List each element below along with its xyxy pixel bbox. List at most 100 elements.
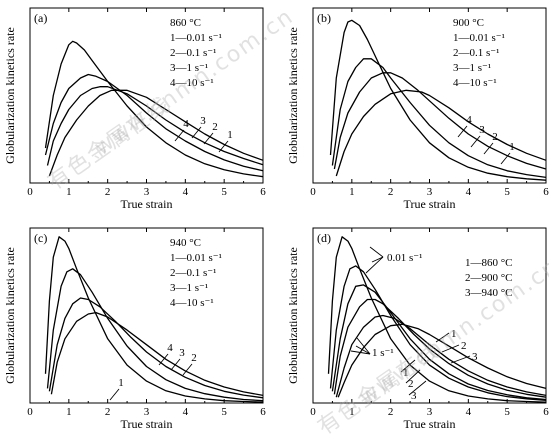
annotation-leader xyxy=(350,350,371,355)
x-tick-label: 0 xyxy=(310,406,316,418)
x-tick-label: 4 xyxy=(466,406,472,418)
series-label: 2 xyxy=(191,352,197,364)
legend-entry: 3—1 s⁻¹ xyxy=(170,62,208,74)
legend-entry: 4—10 s⁻¹ xyxy=(170,77,214,89)
annotation-leader xyxy=(435,332,450,343)
annotation-leader xyxy=(450,355,471,364)
series-label-leader xyxy=(170,358,181,371)
x-axis-label: True strain xyxy=(121,197,173,211)
x-tick-label: 4 xyxy=(183,406,189,418)
series-label: 3 xyxy=(179,347,185,359)
series-label: 4 xyxy=(167,342,173,354)
series-label: 1 xyxy=(509,141,515,153)
series-line xyxy=(46,86,264,166)
x-tick-label: 6 xyxy=(543,406,549,418)
series-line xyxy=(331,58,547,179)
x-tick-label: 5 xyxy=(504,406,510,418)
legend-entry: 2—0.1 s⁻¹ xyxy=(170,267,216,279)
series-line xyxy=(50,311,264,397)
series-label: 2 xyxy=(212,121,218,133)
series-label: 1 xyxy=(227,129,233,141)
x-axis-label: True strain xyxy=(404,197,456,211)
series-label-leader xyxy=(191,126,202,139)
annotation-leader xyxy=(371,256,384,263)
annotation-leader xyxy=(408,380,427,396)
series-line xyxy=(327,236,547,403)
series-line xyxy=(337,323,547,398)
annotation-label: 1 s⁻¹ xyxy=(372,347,394,359)
y-axis-label: Globularization kinetics rate xyxy=(286,247,300,384)
annotation-leader xyxy=(355,345,371,355)
plot-frame xyxy=(29,227,264,404)
x-tick-label: 3 xyxy=(427,406,433,418)
series-line xyxy=(333,298,547,398)
panel-label: (d) xyxy=(317,231,331,245)
annotation-label: 3 xyxy=(411,390,417,402)
legend-entry: 2—0.1 s⁻¹ xyxy=(453,47,499,59)
series-line xyxy=(329,19,547,181)
x-tick-label: 6 xyxy=(260,406,266,418)
annotation-leader xyxy=(441,344,460,353)
series-line xyxy=(335,89,547,177)
annotation-label: 0.01 s⁻¹ xyxy=(387,252,422,264)
annotation-label: 2 xyxy=(408,378,414,390)
series-line xyxy=(44,40,264,178)
x-tick-label: 0 xyxy=(310,186,316,198)
series-label-leader xyxy=(203,132,214,145)
x-tick-label: 6 xyxy=(260,186,266,198)
x-tick-label: 1 xyxy=(66,186,72,198)
series-label-leader xyxy=(174,129,185,142)
x-tick-label: 1 xyxy=(66,406,72,418)
panel-label: (a) xyxy=(34,11,47,25)
x-tick-label: 1 xyxy=(349,186,355,198)
legend-entry: 1—0.01 s⁻¹ xyxy=(453,32,505,44)
x-tick-label: 2 xyxy=(388,186,394,198)
legend-entry: 860 °C xyxy=(170,17,201,29)
y-axis-label: Globularization kinetics rate xyxy=(3,27,17,164)
x-tick-label: 3 xyxy=(144,186,150,198)
x-tick-label: 5 xyxy=(221,186,227,198)
legend-entry: 2—0.1 s⁻¹ xyxy=(170,47,216,59)
series-line xyxy=(335,314,547,398)
x-tick-label: 0 xyxy=(27,406,33,418)
x-tick-label: 0 xyxy=(27,186,33,198)
annotation-leader xyxy=(369,246,384,258)
legend-entry: 3—940 °C xyxy=(465,287,513,299)
x-tick-label: 4 xyxy=(183,186,189,198)
series-label-leader xyxy=(109,388,120,401)
x-tick-label: 2 xyxy=(105,406,111,418)
annotation-label: 2 xyxy=(461,340,467,352)
legend-entry: 900 °C xyxy=(453,17,484,29)
x-tick-label: 4 xyxy=(466,186,472,198)
x-axis-label: True strain xyxy=(121,417,173,431)
series-label-leader xyxy=(182,363,193,376)
series-line xyxy=(48,89,264,177)
series-line xyxy=(46,268,264,402)
series-line xyxy=(44,73,264,172)
series-line xyxy=(48,297,264,399)
series-label-leader xyxy=(218,140,229,153)
series-label: 2 xyxy=(492,131,498,143)
series-label: 1 xyxy=(118,377,124,389)
series-line xyxy=(329,265,547,402)
series-label: 3 xyxy=(200,115,206,127)
y-axis-label: Globularization kinetics rate xyxy=(3,247,17,384)
y-axis-label: Globularization kinetics rate xyxy=(286,27,300,164)
x-tick-label: 5 xyxy=(221,406,227,418)
x-tick-label: 3 xyxy=(427,186,433,198)
series-line xyxy=(331,284,547,401)
series-label-leader xyxy=(470,135,481,148)
legend-entry: 1—0.01 s⁻¹ xyxy=(170,32,222,44)
x-tick-label: 2 xyxy=(388,406,394,418)
series-line xyxy=(44,236,264,403)
annotation-label: 3 xyxy=(472,351,478,363)
legend-entry: 1—0.01 s⁻¹ xyxy=(170,252,222,264)
series-line xyxy=(333,72,547,170)
legend-entry: 3—1 s⁻¹ xyxy=(170,282,208,294)
annotation-leader xyxy=(400,359,416,373)
series-label-leader xyxy=(158,353,169,366)
x-tick-label: 6 xyxy=(543,186,549,198)
annotation-label: 1 xyxy=(403,367,409,379)
legend-entry: 4—10 s⁻¹ xyxy=(453,77,497,89)
